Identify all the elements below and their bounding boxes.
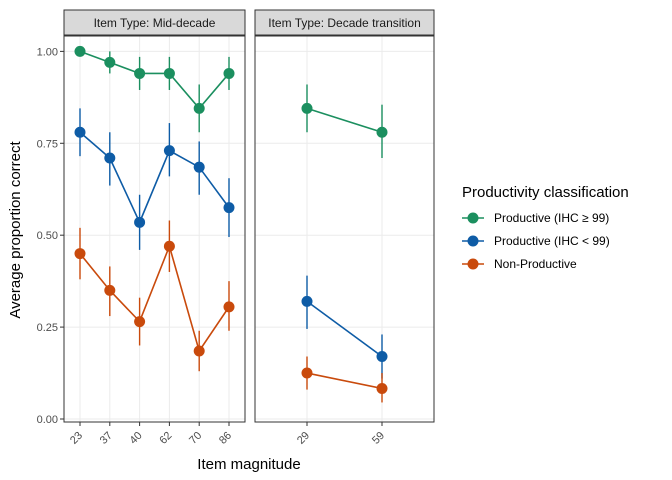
legend: Productivity classification Productive (… (462, 184, 629, 271)
panel-background (64, 36, 245, 422)
data-point (194, 103, 205, 114)
x-tick-label: 23 (68, 430, 85, 447)
data-point (104, 285, 115, 296)
data-point (302, 296, 313, 307)
panel-2: Item Type: Decade transition 29 59 (255, 10, 434, 447)
data-point (377, 351, 388, 362)
data-point (134, 316, 145, 327)
data-point (377, 383, 388, 394)
data-point (224, 68, 235, 79)
data-point (194, 162, 205, 173)
data-point (164, 68, 175, 79)
data-point (75, 127, 86, 138)
data-point (164, 145, 175, 156)
y-tick-label: 0.75 (37, 138, 58, 150)
legend-label: Non-Productive (494, 257, 577, 271)
x-tick-label: 29 (295, 430, 312, 447)
legend-entry: Productive (IHC ≥ 99) (462, 211, 609, 225)
data-point (104, 152, 115, 163)
data-point (302, 368, 313, 379)
legend-entry: Non-Productive (462, 257, 577, 271)
x-tick-label: 40 (128, 430, 145, 447)
data-point (75, 248, 86, 259)
x-tick-label: 70 (187, 430, 204, 447)
panel-1: Item Type: Mid-decade 23 37 40 62 70 86 (64, 10, 245, 447)
x-axis-title: Item magnitude (197, 456, 300, 473)
y-tick-label: 1.00 (37, 46, 58, 58)
data-point (302, 103, 313, 114)
x-tick-label: 86 (217, 430, 234, 447)
facet-strip-label: Item Type: Mid-decade (94, 16, 216, 30)
data-point (164, 241, 175, 252)
x-tick-label: 62 (157, 430, 174, 447)
x-tick-label: 37 (98, 430, 115, 447)
data-point (194, 345, 205, 356)
legend-key-point (468, 236, 479, 247)
panel-background (255, 36, 434, 422)
facet-strip-label: Item Type: Decade transition (268, 16, 421, 30)
data-point (134, 217, 145, 228)
legend-key-point (468, 259, 479, 270)
data-point (75, 46, 86, 57)
y-axis-title: Average proportion correct (7, 141, 24, 319)
legend-label: Productive (IHC ≥ 99) (494, 211, 609, 225)
legend-entry: Productive (IHC < 99) (462, 234, 610, 248)
legend-title: Productivity classification (462, 184, 629, 201)
data-point (224, 202, 235, 213)
legend-label: Productive (IHC < 99) (494, 234, 610, 248)
y-axis: 0.00 0.25 0.50 0.75 1.00 (37, 46, 64, 426)
legend-key-point (468, 213, 479, 224)
data-point (377, 127, 388, 138)
data-point (224, 301, 235, 312)
y-tick-label: 0.50 (37, 230, 58, 242)
y-tick-label: 0.25 (37, 322, 58, 334)
data-point (134, 68, 145, 79)
x-tick-label: 59 (370, 430, 387, 447)
data-point (104, 57, 115, 68)
y-tick-label: 0.00 (37, 414, 58, 426)
